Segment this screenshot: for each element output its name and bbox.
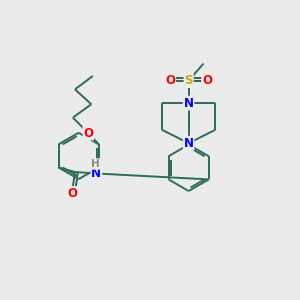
Text: O: O [202, 74, 212, 87]
Text: S: S [184, 74, 193, 87]
Text: N: N [184, 97, 194, 110]
Text: H: H [91, 159, 100, 169]
Text: O: O [165, 74, 175, 87]
Text: N: N [184, 137, 194, 150]
Text: O: O [83, 127, 93, 140]
Text: O: O [67, 187, 77, 200]
Text: N: N [91, 167, 101, 180]
